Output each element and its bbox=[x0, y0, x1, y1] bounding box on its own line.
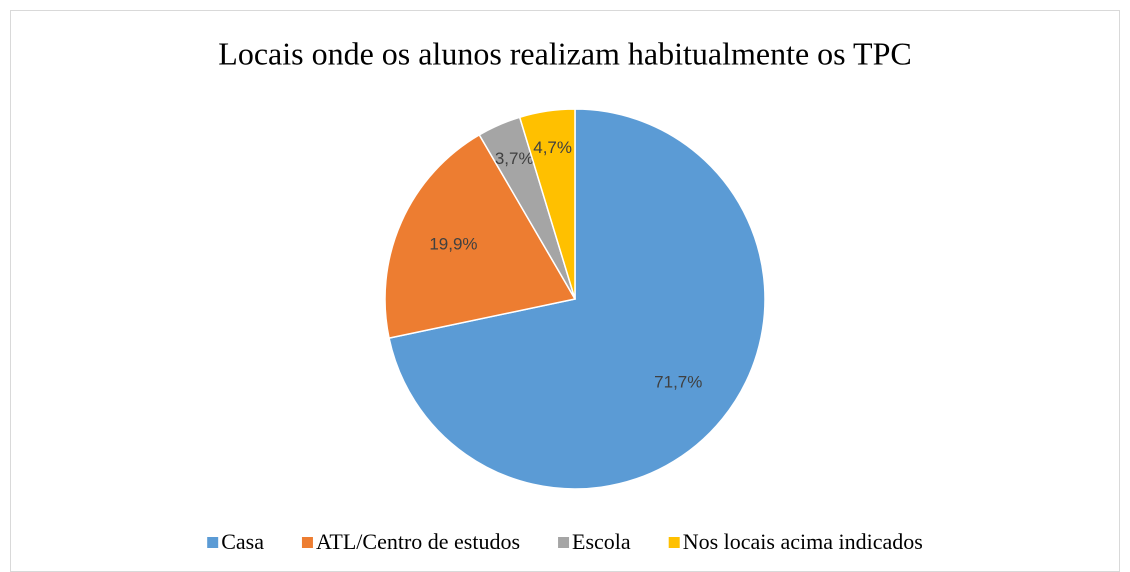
pie-slice bbox=[388, 108, 766, 490]
legend-label: Casa bbox=[221, 529, 264, 554]
legend-swatch bbox=[558, 537, 570, 548]
chart-title: Locais onde os alunos realizam habitualm… bbox=[218, 35, 911, 71]
data-label: 3,7% bbox=[495, 149, 534, 168]
legend-swatch bbox=[668, 537, 680, 548]
legend-label: Nos locais acima indicados bbox=[683, 529, 923, 554]
legend-label: ATL/Centro de estudos bbox=[316, 529, 520, 554]
data-label: 19,9% bbox=[429, 235, 477, 254]
legend-swatch bbox=[301, 537, 313, 548]
data-label: 71,7% bbox=[654, 372, 702, 391]
data-label: 4,7% bbox=[533, 138, 572, 157]
legend-swatch bbox=[207, 537, 219, 548]
pie-slice bbox=[518, 108, 576, 300]
pie-slice bbox=[384, 133, 577, 340]
legend-label: Escola bbox=[572, 529, 631, 554]
